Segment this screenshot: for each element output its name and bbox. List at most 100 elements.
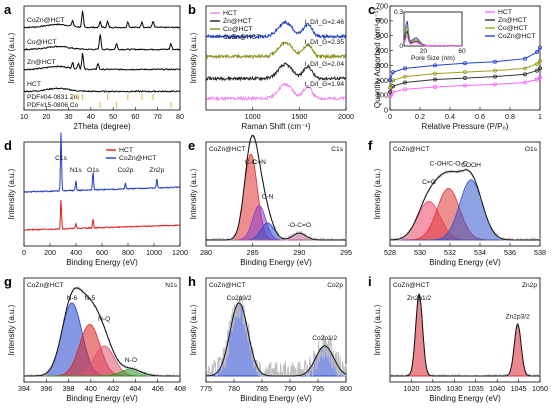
panel-c: 0 0.2 0.4 0.6 0.8 1 Relative Pressure (P/P₀) Qu… [373,2,543,131]
ratio-annotation: I_D/I_G=1.94 [305,81,345,88]
fit-component [206,153,346,241]
x-tick-label-e: 280 [200,248,212,257]
isotherm-point [387,78,392,83]
x-tick-label-a: 10 [20,112,28,121]
y-tick-label: 100 [376,91,388,100]
isotherm-point [462,70,467,75]
x-tick-label-g: 404 [129,384,141,393]
x-tick-label-f: 530 [414,248,426,257]
panel-b: 1000 1500 2000 Raman Shift (cm⁻¹) Intensity … [189,5,354,131]
x-tick-label-f: 538 [534,248,546,257]
x-tick-label-h: 795 [312,384,324,393]
isotherm-point [523,66,528,71]
x-tick-label-c: 0.2 [415,112,425,121]
plot-frame-h [205,277,347,383]
plot-frame-c [389,5,541,111]
legend-label: Co@HCT [498,25,528,32]
isotherm-point [492,59,497,64]
x-tick-label-i: 1020 [403,384,419,393]
x-tick-label-a: 50 [109,112,117,121]
x-tick-label-g: 398 [63,384,75,393]
isotherm-point [387,90,392,95]
legend-label: HCT [119,147,133,154]
x-tick-label-i: 1045 [511,384,527,393]
reference-label: PDF#04-0831 Zn [27,94,78,101]
legend-label: HCT [223,10,237,17]
x-tick-label-i: 1035 [468,384,484,393]
x-tick-label-g: 408 [174,384,186,393]
panel-letter-a: a [4,2,12,17]
isotherm-point [432,63,437,68]
y-axis-label-i: Intensity (a.u.) [373,304,382,355]
x-tick-label-a: 80 [176,112,184,121]
legend-label: HCT [498,9,512,16]
peak-label: -O-C=O [288,222,311,229]
ratio-annotation: I_D/I_G=2.35 [305,39,345,46]
xrd-trace [23,10,180,29]
x-tick-label-a: 70 [154,112,162,121]
panel-letter-i: i [368,274,372,289]
x-tick-label-i: 1040 [489,384,505,393]
x-tick-label-g: 396 [40,384,52,393]
isotherm-point [402,87,407,92]
peak-annotation: Co2p [118,167,134,174]
plot-frame-e [205,141,347,247]
y-axis-label-h: Intensity (a.u.) [189,304,198,355]
isotherm-point [387,94,392,99]
peak-label: C-OH/C-O-C [430,161,468,168]
series-label: CoZn@HCT [27,17,65,24]
legend-label: CoZn@HCT [119,155,157,162]
panel-h: 775 780 785 790 795 800 Binding Energy (eV) Int… [189,277,352,403]
x-tick-label-d: 800 [122,248,134,257]
x-axis-label-a: 2Theta (degree) [73,122,131,131]
y-tick-label: 300 [376,61,388,70]
legend-label: Zn@HCT [223,18,252,25]
inset-x-axis-label: Pore Size (nm) [411,55,455,62]
x-tick-label-f: 532 [444,248,456,257]
y-axis-label-a: Intensity (a.u.) [7,32,16,83]
y-tick-label: 600 [376,16,388,25]
xrd-trace [23,34,181,51]
plot-frame-f [389,141,541,247]
x-tick-label-c: 1 [538,112,542,121]
raman-trace [205,40,347,60]
inset-y-tick-label: 0 [399,43,403,50]
y-tick-label: 500 [376,31,388,40]
x-tick-label-f: 534 [474,248,486,257]
x-tick-label-c: 0 [388,112,392,121]
x-tick-label-c: 0.6 [475,112,485,121]
legend-label: Co@HCT [223,26,253,33]
isotherm-point [402,66,407,71]
x-tick-label-d: 200 [44,248,56,257]
x-tick-label-a: 60 [131,112,139,121]
peak-label: N-5 [84,295,95,302]
x-tick-label-i: 1030 [446,384,462,393]
fit-envelope [390,169,540,241]
x-tick-label-g: 402 [107,384,119,393]
xrd-trace [23,53,181,71]
peak-annotation: N1s [70,167,82,174]
isotherm-point [432,71,437,76]
isotherm-line [389,47,541,81]
ratio-annotation: I_D/I_G=2.46 [305,19,345,26]
x-tick-label-a: 40 [87,112,95,121]
region-label: O1s [525,146,538,153]
panel-letter-h: h [188,274,196,289]
fit-envelope [390,293,540,377]
isotherm-point [387,85,392,90]
plot-frame-g [23,277,181,383]
peak-label: Zn2p3/2 [506,313,531,320]
y-tick-label: 200 [376,76,388,85]
sample-label: CoZn@HCT [393,282,429,289]
x-tick-label-d: 400 [70,248,82,257]
x-tick-label-c: 0.8 [505,112,515,121]
isotherm-point [390,84,395,89]
isotherm-point [492,68,497,73]
sample-label: CoZn@HCT [209,282,245,289]
isotherm-point [523,56,528,61]
x-tick-label-g: 400 [85,384,97,393]
x-tick-label-f: 536 [504,248,516,257]
isotherm-point [535,50,540,55]
x-tick-label-h: 780 [228,384,240,393]
isotherm-point [402,74,407,79]
